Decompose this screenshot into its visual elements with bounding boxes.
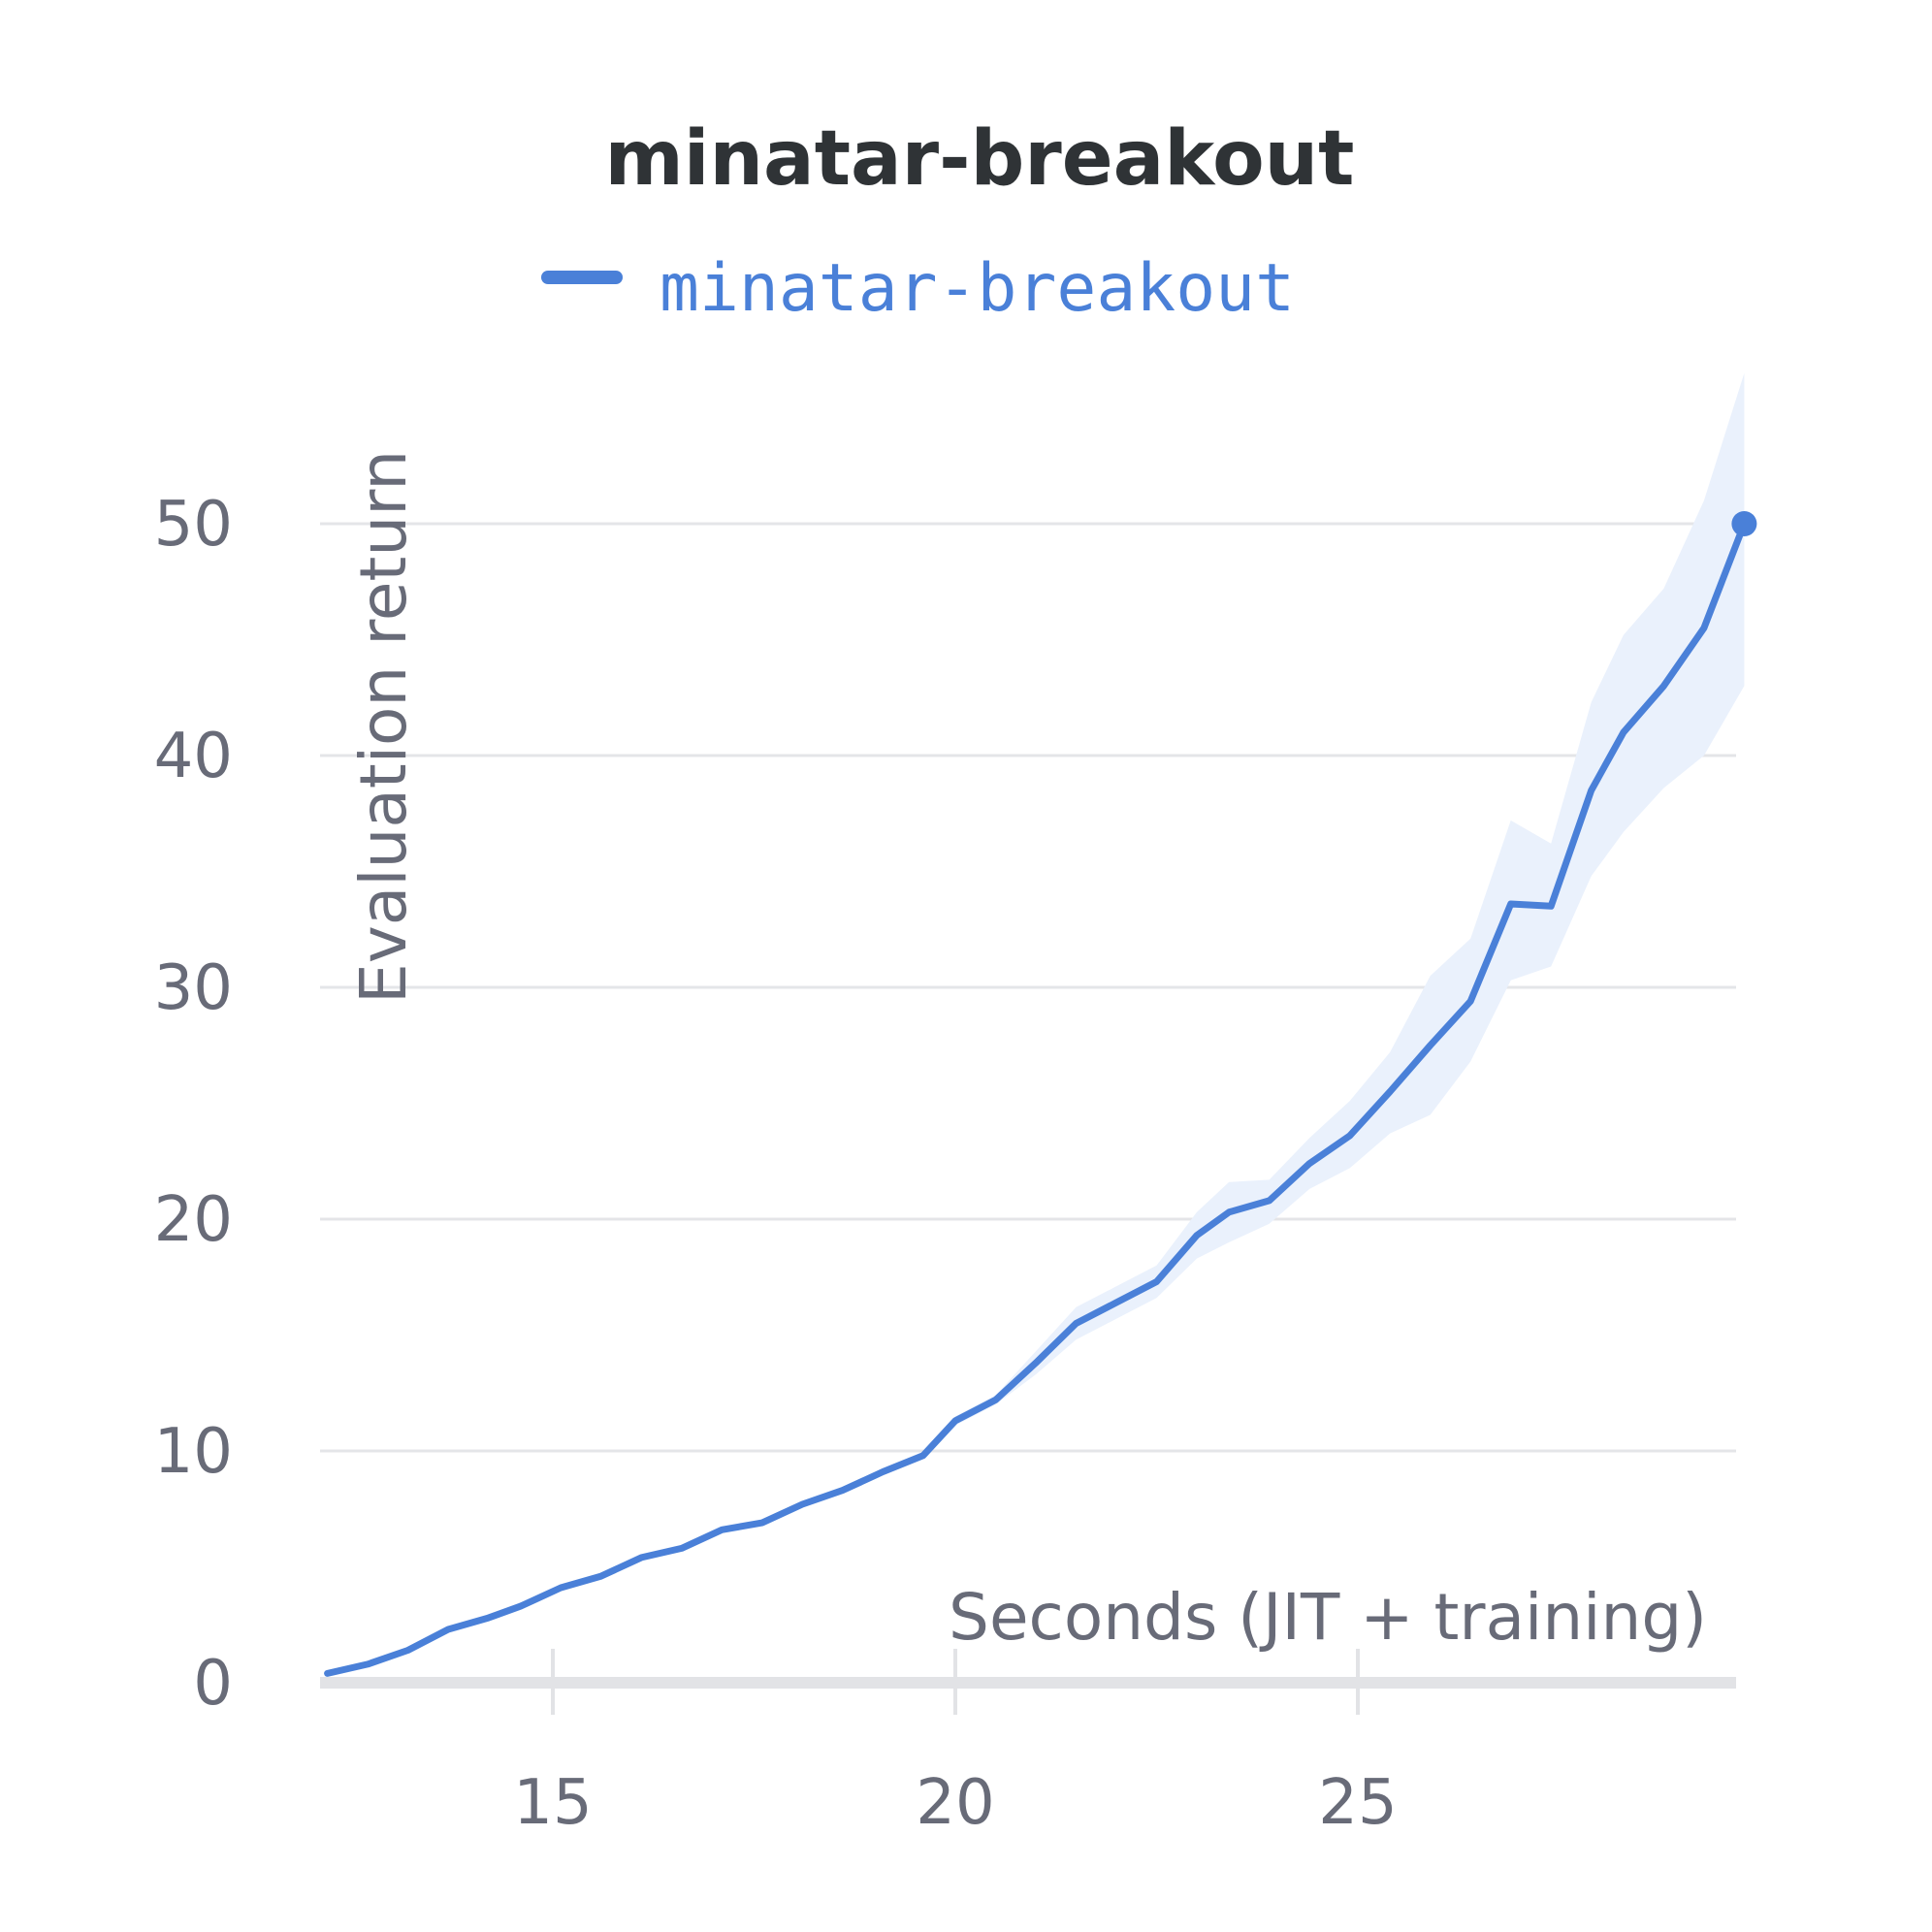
grid [320, 522, 1736, 1453]
series-end-point [1731, 511, 1757, 536]
y-tick-label: 20 [154, 1184, 233, 1256]
x-tick-label: 15 [513, 1767, 592, 1839]
x-tick-label: 20 [916, 1767, 994, 1839]
series-band [327, 372, 1745, 1676]
y-tick-label: 50 [154, 489, 233, 561]
series-line [324, 520, 1748, 1677]
x-tick-label: 25 [1318, 1767, 1397, 1839]
x-axis: 15 20 25 [320, 1649, 1736, 1839]
y-axis: 0 10 20 30 40 50 [154, 489, 233, 1720]
y-tick-label: 30 [154, 952, 233, 1024]
x-axis-label: Seconds (JIT + training) [949, 1580, 1707, 1655]
legend-label: minatar-breakout [660, 250, 1295, 327]
y-tick-label: 0 [193, 1648, 233, 1720]
chart-title: minatar-breakout [605, 115, 1355, 203]
y-tick-label: 10 [154, 1416, 233, 1488]
y-tick-label: 40 [154, 721, 233, 792]
series [324, 372, 1757, 1677]
legend: minatar-breakout [541, 250, 1295, 327]
y-axis-label: Evaluation return [346, 450, 421, 1004]
